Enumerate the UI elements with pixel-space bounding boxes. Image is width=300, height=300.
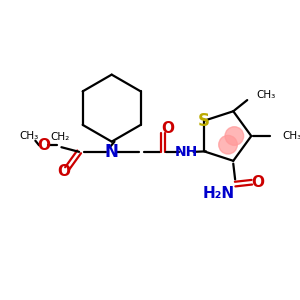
Text: CH₃: CH₃ [282, 131, 300, 141]
Text: NH: NH [175, 145, 198, 159]
Text: O: O [251, 175, 264, 190]
Text: H₂N: H₂N [202, 186, 234, 201]
Circle shape [225, 127, 244, 145]
Text: S: S [198, 112, 210, 130]
Circle shape [219, 135, 237, 154]
Text: CH₃: CH₃ [19, 131, 38, 141]
Text: N: N [105, 143, 118, 161]
Text: CH₃: CH₃ [256, 89, 276, 100]
Text: O: O [161, 121, 174, 136]
Text: CH₂: CH₂ [50, 132, 69, 142]
Text: O: O [37, 138, 50, 153]
Text: O: O [58, 164, 71, 179]
